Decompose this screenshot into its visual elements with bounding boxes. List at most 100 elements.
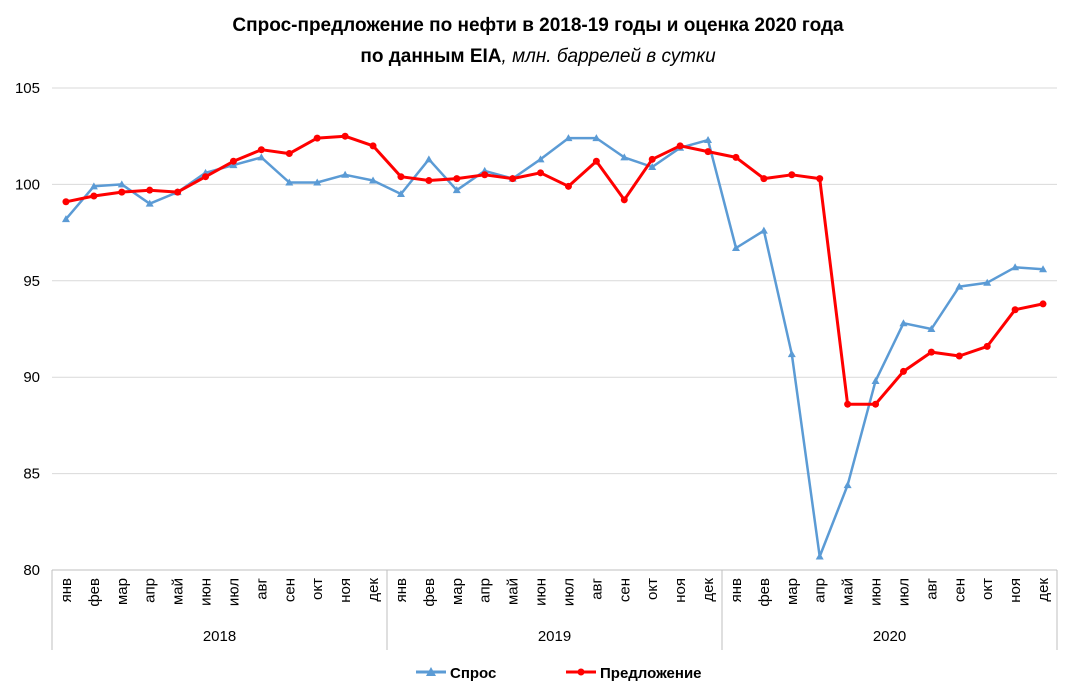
chart-title-line2: по данным EIA, млн. баррелей в сутки	[360, 46, 716, 67]
x-tick-label: ноя	[672, 578, 689, 603]
x-tick-label: июн	[198, 578, 215, 606]
data-point-demand	[145, 199, 154, 207]
x-tick-label: окт	[979, 578, 996, 600]
gridlines	[52, 87, 1057, 571]
series-line-demand	[65, 136, 1044, 558]
data-point-supply	[620, 196, 628, 204]
x-tick-label: апр	[812, 578, 829, 603]
data-point-demand	[983, 278, 992, 286]
x-tick-label: мар	[449, 578, 466, 605]
data-point-demand	[285, 178, 294, 186]
x-tick-label: апр	[477, 578, 494, 603]
year-label-2018: 2018	[203, 628, 236, 645]
data-series	[61, 132, 1048, 560]
y-axis-ticks: 80 85 90 95 100 105	[15, 80, 40, 579]
data-point-demand	[787, 350, 796, 358]
data-point-supply	[90, 192, 98, 200]
legend-label-demand: Спрос	[450, 665, 496, 682]
x-tick-label: сен	[281, 578, 298, 602]
legend-item-supply: Предложение	[566, 665, 702, 682]
data-point-demand	[871, 377, 880, 385]
data-point-supply	[509, 175, 517, 183]
x-tick-label: фев	[756, 578, 773, 607]
x-tick-label: фев	[421, 578, 438, 607]
data-point-demand	[704, 136, 713, 144]
x-tick-label: дек	[1035, 578, 1052, 602]
data-point-supply	[564, 182, 572, 190]
data-point-supply	[732, 153, 740, 161]
circle-marker-icon	[577, 668, 585, 676]
data-point-demand	[313, 178, 322, 186]
data-point-supply	[62, 198, 70, 206]
data-point-supply	[676, 142, 684, 150]
data-point-demand	[927, 325, 936, 332]
x-tick-label: ноя	[1007, 578, 1024, 603]
data-point-supply	[257, 146, 265, 154]
y-tick-label-95: 95	[23, 273, 40, 290]
data-point-demand	[341, 170, 350, 178]
data-point-supply	[229, 157, 237, 165]
data-point-demand	[536, 155, 545, 163]
x-tick-label: июл	[225, 578, 242, 606]
data-point-supply	[341, 132, 349, 140]
x-tick-label: янв	[728, 578, 745, 602]
x-tick-label: май	[840, 578, 857, 605]
data-point-supply	[592, 157, 600, 165]
data-point-supply	[983, 342, 991, 350]
data-point-supply	[174, 188, 182, 196]
data-point-supply	[537, 169, 545, 177]
data-point-demand	[369, 176, 378, 184]
data-point-supply	[1039, 300, 1047, 308]
data-point-supply	[1011, 306, 1019, 314]
x-tick-label: фев	[86, 578, 103, 607]
year-label-2019: 2019	[538, 628, 571, 645]
x-tick-label: мар	[784, 578, 801, 605]
data-point-supply	[816, 175, 824, 183]
legend-item-demand: Спрос	[416, 665, 496, 682]
data-point-supply	[202, 173, 210, 181]
data-point-supply	[760, 175, 768, 183]
data-point-supply	[872, 400, 880, 408]
x-tick-label: май	[505, 578, 522, 605]
data-point-demand	[843, 481, 852, 489]
data-point-supply	[899, 367, 907, 375]
chart-title-source: по данным EIA	[360, 46, 501, 67]
data-point-demand	[117, 180, 126, 188]
x-tick-label: сен	[616, 578, 633, 602]
data-point-demand	[1039, 265, 1048, 273]
x-tick-label: май	[170, 578, 187, 605]
x-axis: янв фев мар апр май июн июл авг сен окт ноя дек янв ф…	[51, 569, 1058, 650]
data-point-demand	[899, 319, 908, 327]
data-point-demand	[815, 552, 824, 560]
triangle-marker-icon	[426, 667, 436, 676]
series-line-supply	[65, 134, 1044, 406]
data-point-demand	[955, 282, 964, 290]
x-tick-label: ноя	[337, 578, 354, 603]
data-point-supply	[844, 400, 852, 408]
data-point-supply	[927, 348, 935, 356]
data-point-demand	[592, 134, 601, 142]
data-point-demand	[759, 226, 768, 234]
x-tick-label: окт	[644, 578, 661, 600]
data-point-supply	[955, 352, 963, 360]
year-label-2020: 2020	[873, 628, 906, 645]
data-point-supply	[788, 171, 796, 179]
y-tick-label-105: 105	[15, 80, 40, 97]
x-tick-label: июл	[560, 578, 577, 606]
data-point-demand	[731, 244, 740, 252]
data-point-demand	[61, 215, 70, 223]
legend: Спрос Предложение	[416, 665, 702, 682]
chart-title-line1: Спрос-предложение по нефти в 2018-19 год…	[232, 15, 844, 36]
x-tick-label: янв	[393, 578, 410, 602]
x-tick-label: авг	[588, 577, 605, 599]
data-point-supply	[704, 148, 712, 156]
data-point-supply	[425, 177, 433, 185]
x-tick-label: авг	[253, 577, 270, 599]
chart-title-units: , млн. баррелей в сутки	[502, 46, 717, 67]
data-point-supply	[453, 175, 461, 183]
data-point-supply	[118, 188, 126, 196]
legend-label-supply: Предложение	[600, 665, 702, 682]
data-point-supply	[369, 142, 377, 150]
data-point-demand	[564, 134, 573, 142]
data-point-supply	[313, 134, 321, 142]
